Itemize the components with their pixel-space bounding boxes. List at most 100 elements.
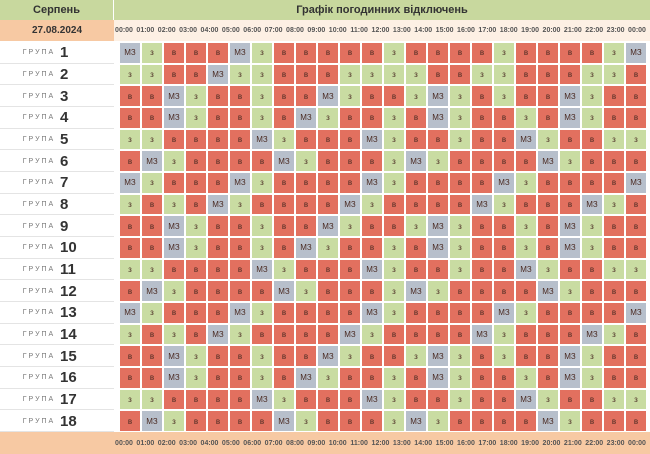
hour-label: 21:00 (563, 439, 582, 447)
schedule-cell: в (251, 193, 273, 216)
schedule-cell: МЗ (361, 302, 383, 324)
schedule-cell: МЗ (163, 237, 185, 259)
schedule-cell: з (361, 323, 383, 346)
schedule-cell: в (449, 150, 471, 172)
schedule-cell: в (273, 63, 295, 86)
hour-label: 07:00 (264, 439, 283, 447)
schedule-cell: з (581, 63, 603, 86)
schedule-cell: в (273, 193, 295, 216)
hour-label: 09:00 (307, 439, 326, 447)
hour-label: 21:00 (563, 27, 582, 34)
schedule-cell: МЗ (339, 193, 361, 216)
schedule-cell: в (427, 63, 449, 86)
schedule-cell: в (361, 85, 383, 107)
schedule-cell: в (559, 388, 581, 411)
schedule-cell: в (427, 128, 449, 151)
schedule-cell: в (625, 215, 647, 237)
schedule-cell: з (383, 107, 405, 129)
schedule-cell: з (625, 258, 647, 281)
schedule-cell: з (493, 42, 515, 64)
schedule-cell: в (361, 345, 383, 367)
schedule-cell: з (119, 258, 141, 281)
schedule-cell: з (449, 367, 471, 389)
hours-row (114, 20, 650, 41)
schedule-cell: в (339, 258, 361, 281)
schedule-cell: в (515, 150, 537, 172)
hour-label: 19:00 (521, 439, 540, 447)
schedule-cell: з (251, 237, 273, 259)
schedule-cell: МЗ (515, 388, 537, 411)
schedule-cell: з (141, 42, 163, 64)
schedule-cell: в (383, 345, 405, 367)
schedule-cell: в (559, 258, 581, 281)
schedule-cell: в (405, 172, 427, 194)
hour-label: 15:00 (435, 27, 454, 34)
schedule-cell: МЗ (163, 85, 185, 107)
schedule-cell: з (295, 280, 317, 302)
schedule-cell: МЗ (119, 172, 141, 194)
schedule-cell: з (603, 63, 625, 86)
schedule-cell: в (207, 237, 229, 259)
schedule-cell: в (581, 172, 603, 194)
schedule-cell: в (317, 193, 339, 216)
schedule-cell: в (141, 107, 163, 129)
schedule-cell: МЗ (317, 345, 339, 367)
schedule-cell: МЗ (493, 172, 515, 194)
group-number: 6 (60, 152, 69, 170)
group-label: ГРУПА (22, 265, 56, 273)
schedule-cell: в (405, 258, 427, 281)
schedule-cell: з (493, 323, 515, 346)
hour-label: 10:00 (328, 439, 347, 447)
schedule-cell: в (339, 280, 361, 302)
schedule-cell: в (449, 323, 471, 346)
schedule-cell: з (163, 410, 185, 432)
group-row-bg (0, 280, 114, 302)
schedule-cell: в (185, 258, 207, 281)
schedule-cell: з (185, 237, 207, 259)
schedule-cell: МЗ (471, 323, 493, 346)
group-label: ГРУПА (22, 244, 56, 252)
schedule-cell: в (581, 280, 603, 302)
schedule-cell: в (537, 367, 559, 389)
schedule-cell: МЗ (493, 302, 515, 324)
schedule-cell: в (537, 302, 559, 324)
schedule-cell: в (471, 150, 493, 172)
group-number: 16 (60, 369, 77, 387)
schedule-cell: в (493, 410, 515, 432)
group-label: ГРУПА (22, 70, 56, 78)
schedule-cell: в (383, 85, 405, 107)
schedule-cell: в (361, 367, 383, 389)
schedule-cell: МЗ (537, 410, 559, 432)
schedule-cell: в (119, 107, 141, 129)
group-label: ГРУПА (22, 222, 56, 230)
group-number: 1 (60, 44, 69, 62)
schedule-cell: в (229, 107, 251, 129)
schedule-cell: з (163, 193, 185, 216)
group-row-bg (0, 237, 114, 259)
schedule-cell: МЗ (625, 42, 647, 64)
schedule-cell: МЗ (251, 128, 273, 151)
hour-label: 05:00 (221, 27, 240, 34)
schedule-cell: з (581, 367, 603, 389)
schedule-cell: МЗ (207, 323, 229, 346)
schedule-cell: в (119, 85, 141, 107)
hour-label: 12:00 (371, 439, 390, 447)
schedule-cell: в (449, 63, 471, 86)
schedule-cell: з (119, 63, 141, 86)
schedule-cell: МЗ (295, 237, 317, 259)
schedule-cell: МЗ (581, 193, 603, 216)
schedule-cell: МЗ (273, 150, 295, 172)
hour-label: 18:00 (499, 27, 518, 34)
schedule-cell: МЗ (405, 410, 427, 432)
schedule-cell: з (515, 237, 537, 259)
schedule-cell: в (273, 42, 295, 64)
schedule-cell: в (141, 193, 163, 216)
schedule-cell: в (427, 302, 449, 324)
schedule-cell: з (493, 345, 515, 367)
schedule-cell: з (449, 215, 471, 237)
schedule-cell: в (229, 280, 251, 302)
hour-label: 02:00 (157, 27, 176, 34)
schedule-cell: МЗ (141, 150, 163, 172)
schedule-cell: МЗ (229, 42, 251, 64)
schedule-cell: в (471, 388, 493, 411)
